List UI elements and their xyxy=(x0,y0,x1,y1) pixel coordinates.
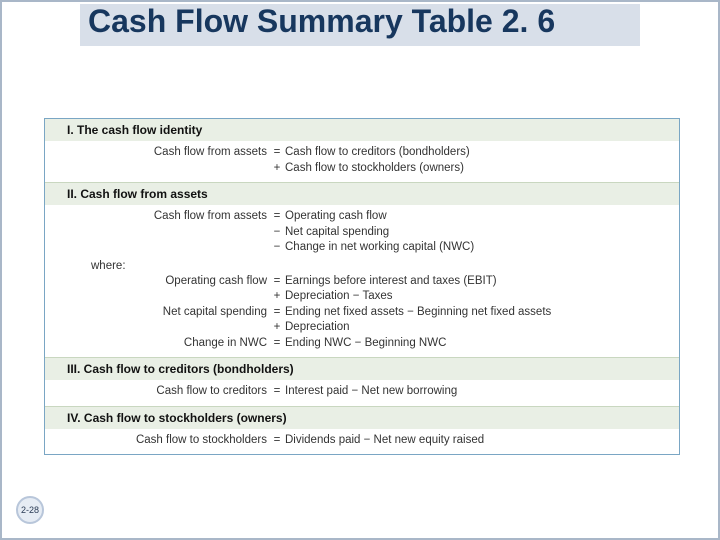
section-body-2: Cash flow from assets = Operating cash f… xyxy=(45,205,679,357)
title-box: Cash Flow Summary Table 2. 6 xyxy=(80,4,640,46)
section-body-1: Cash flow from assets = Cash flow to cre… xyxy=(45,141,679,182)
table-row: + Depreciation − Taxes xyxy=(53,289,671,305)
eq-op: = xyxy=(271,336,283,352)
eq-left: Cash flow to creditors xyxy=(53,384,271,400)
eq-left: Cash flow from assets xyxy=(53,209,271,225)
table-row: + Depreciation xyxy=(53,320,671,336)
eq-right: Operating cash flow xyxy=(283,209,671,225)
section-header-4: IV. Cash flow to stockholders (owners) xyxy=(45,406,679,429)
section-header-3: III. Cash flow to creditors (bondholders… xyxy=(45,357,679,380)
eq-right: Change in net working capital (NWC) xyxy=(283,240,671,256)
eq-op: + xyxy=(271,161,283,177)
eq-op: = xyxy=(271,433,283,449)
eq-op: − xyxy=(271,225,283,241)
slide: Cash Flow Summary Table 2. 6 I. The cash… xyxy=(0,0,720,540)
eq-op: = xyxy=(271,384,283,400)
eq-op: = xyxy=(271,274,283,290)
eq-left: Cash flow to stockholders xyxy=(53,433,271,449)
cash-flow-table: I. The cash flow identity Cash flow from… xyxy=(44,118,680,455)
eq-left: Cash flow from assets xyxy=(53,145,271,161)
eq-op: + xyxy=(271,289,283,305)
slide-title: Cash Flow Summary Table 2. 6 xyxy=(88,4,632,40)
table-row: Net capital spending = Ending net fixed … xyxy=(53,305,671,321)
eq-right: Cash flow to creditors (bondholders) xyxy=(283,145,671,161)
eq-right: Ending NWC − Beginning NWC xyxy=(283,336,671,352)
table-row: Change in NWC = Ending NWC − Beginning N… xyxy=(53,336,671,352)
where-label: where: xyxy=(53,260,671,272)
table-row: Cash flow to creditors = Interest paid −… xyxy=(53,384,671,400)
eq-op: = xyxy=(271,145,283,161)
section-body-3: Cash flow to creditors = Interest paid −… xyxy=(45,380,679,406)
table-row: − Net capital spending xyxy=(53,225,671,241)
table-row: Cash flow from assets = Operating cash f… xyxy=(53,209,671,225)
eq-right: Dividends paid − Net new equity raised xyxy=(283,433,671,449)
eq-op: = xyxy=(271,305,283,321)
section-body-4: Cash flow to stockholders = Dividends pa… xyxy=(45,429,679,455)
table-row: Cash flow from assets = Cash flow to cre… xyxy=(53,145,671,161)
table-row: + Cash flow to stockholders (owners) xyxy=(53,161,671,177)
eq-right: Ending net fixed assets − Beginning net … xyxy=(283,305,671,321)
eq-op: − xyxy=(271,240,283,256)
section-header-1: I. The cash flow identity xyxy=(45,119,679,141)
eq-right: Earnings before interest and taxes (EBIT… xyxy=(283,274,671,290)
table-row: − Change in net working capital (NWC) xyxy=(53,240,671,256)
page-number-badge: 2-28 xyxy=(16,496,44,524)
eq-right: Net capital spending xyxy=(283,225,671,241)
page-number: 2-28 xyxy=(21,505,39,515)
eq-left: Operating cash flow xyxy=(53,274,271,290)
table-row: Operating cash flow = Earnings before in… xyxy=(53,274,671,290)
eq-right: Interest paid − Net new borrowing xyxy=(283,384,671,400)
eq-op: = xyxy=(271,209,283,225)
eq-left: Change in NWC xyxy=(53,336,271,352)
eq-left: Net capital spending xyxy=(53,305,271,321)
eq-right: Cash flow to stockholders (owners) xyxy=(283,161,671,177)
section-header-2: II. Cash flow from assets xyxy=(45,182,679,205)
eq-op: + xyxy=(271,320,283,336)
eq-right: Depreciation − Taxes xyxy=(283,289,671,305)
table-row: Cash flow to stockholders = Dividends pa… xyxy=(53,433,671,449)
eq-right: Depreciation xyxy=(283,320,671,336)
